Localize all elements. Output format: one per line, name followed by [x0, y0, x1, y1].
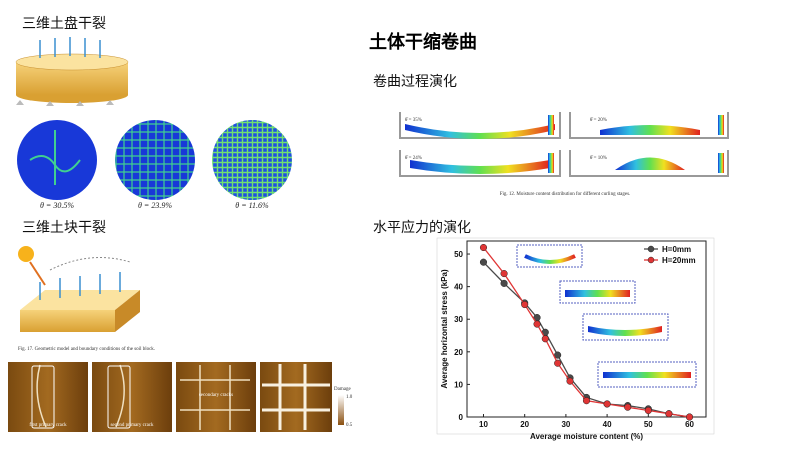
x-tick-label: 50 — [644, 420, 653, 429]
series-marker — [665, 410, 673, 418]
x-tick-label: 40 — [603, 420, 612, 429]
series-marker — [582, 397, 591, 405]
legend-marker — [647, 245, 655, 253]
y-tick-label: 20 — [454, 348, 463, 357]
disk-model — [15, 37, 129, 106]
legend-label: H=0mm — [662, 245, 691, 254]
series-marker — [500, 270, 508, 278]
figure-caption: Fig. 17. Geometric model and boundary co… — [18, 347, 155, 352]
x-tick-label: 60 — [685, 420, 694, 429]
curl-heading: 卷曲过程演化 — [373, 74, 457, 90]
y-axis-label: Average horizontal stress (kPa) — [440, 269, 449, 389]
crack-label: first primary crack — [29, 423, 67, 428]
block-heading: 三维土块干裂 — [22, 220, 106, 236]
crack-label: second primary crack — [110, 423, 154, 428]
series-marker — [644, 406, 652, 415]
x-tick-label: 10 — [479, 420, 488, 429]
disk-sim-1 — [17, 120, 97, 200]
series-marker — [554, 351, 562, 359]
x-tick-label: 30 — [561, 420, 570, 429]
panel-label: θ̄ = 24% — [405, 156, 422, 161]
y-tick-label: 50 — [454, 250, 463, 259]
block-model — [18, 246, 140, 332]
disk-sim-3 — [212, 120, 292, 200]
series-marker — [603, 400, 611, 408]
series-marker — [554, 359, 562, 367]
legend-marker — [647, 256, 655, 264]
stress-heading: 水平应力的演化 — [373, 219, 471, 236]
disk-sim-2 — [115, 120, 195, 200]
disk-caption: θ = 23.9% — [138, 201, 172, 210]
panel-label: θ̄ = 35% — [405, 118, 422, 123]
chart-insets — [516, 244, 697, 388]
x-axis-label: Average moisture content (%) — [530, 432, 643, 441]
crack-images — [8, 362, 344, 432]
crack-label: secondary cracks — [199, 393, 233, 398]
panel-label: θ̄ = 20% — [590, 118, 607, 123]
disk-caption: θ = 30.5% — [40, 201, 74, 210]
series-marker — [533, 320, 541, 328]
slide-title: 土体干缩卷曲 — [369, 31, 477, 53]
series-marker — [624, 403, 632, 411]
y-tick-label: 30 — [454, 315, 463, 324]
series-marker — [541, 335, 549, 343]
series-marker — [479, 258, 488, 266]
panel-label: θ̄ = 10% — [590, 156, 607, 161]
series-marker — [566, 377, 574, 385]
y-tick-label: 0 — [459, 413, 464, 422]
y-tick-label: 40 — [454, 283, 463, 292]
chart-frame — [436, 237, 715, 435]
series-marker — [500, 279, 508, 287]
series-marker — [521, 301, 529, 309]
series-marker — [479, 243, 488, 252]
figure-caption: Fig. 12. Moisture content distribution f… — [500, 192, 631, 197]
legend-min: 0.5 — [346, 423, 353, 428]
disk-crack — [29, 130, 81, 185]
x-tick-label: 20 — [520, 420, 529, 429]
series-marker — [685, 413, 694, 421]
legend-max: 1.0 — [346, 395, 353, 400]
disk-caption: θ = 11.6% — [235, 201, 269, 210]
legend-title: Damage — [334, 387, 351, 392]
curl-figure — [399, 112, 729, 177]
legend-label: H=20mm — [662, 256, 696, 265]
disk-heading: 三维土盘干裂 — [22, 15, 106, 32]
y-tick-label: 10 — [454, 380, 463, 389]
